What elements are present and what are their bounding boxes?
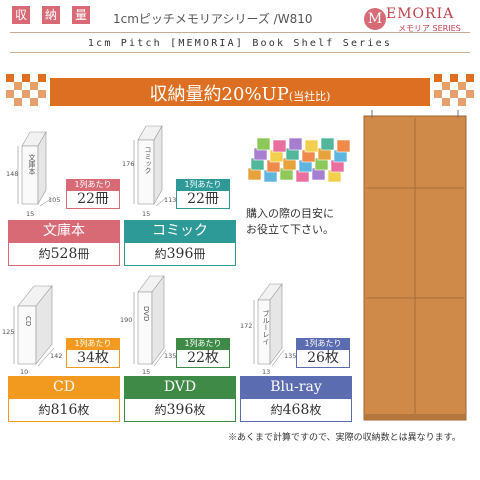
pile-book (304, 139, 319, 153)
header-divider-bottom (10, 52, 470, 53)
checker-square (442, 98, 450, 106)
header-title-char-2: 納 (42, 6, 60, 24)
cd-total: 約816枚 (8, 398, 120, 422)
cd-per-row-label: 1列あたり (66, 338, 120, 349)
header-title-char-3: 量 (72, 6, 90, 24)
cd-width: 142 (50, 352, 63, 360)
checker-square (450, 74, 458, 82)
cd-spine-label: CD (24, 316, 32, 327)
cd-illustration (17, 285, 53, 365)
bookshelf-illustration (363, 110, 467, 421)
bunkobon-total: 約528冊 (8, 242, 120, 266)
bluray-depth: 13 (262, 368, 271, 376)
checker-square (466, 90, 474, 98)
memoria-logo-sub: メモリア SERIES (398, 24, 461, 33)
purchase-advice: 購入の際の目安に お役立て下さい。 (246, 206, 334, 238)
bunkobon-height: 148 (6, 170, 19, 178)
calculation-note: ※あくまで計算ですので、実際の収納数とは異なります。 (228, 433, 461, 443)
checker-square (22, 90, 30, 98)
bluray-spine-label: ブルーレイ (262, 310, 270, 345)
checker-square (6, 90, 14, 98)
checker-square (466, 74, 474, 82)
checker-square (38, 74, 46, 82)
cd-depth: 10 (20, 368, 29, 376)
comic-per-row-label: 1列あたり (176, 179, 230, 190)
pile-book (288, 137, 303, 151)
comic-total: 約396冊 (124, 242, 236, 266)
series-name: 1cmピッチメモリアシリーズ /W810 (113, 12, 313, 26)
memoria-logo-text: EMORIA (386, 6, 455, 22)
dvd-illustration (137, 275, 165, 365)
comic-illustration (137, 124, 163, 206)
purchase-advice-line-1: 購入の際の目安に (246, 207, 334, 220)
dvd-height: 190 (120, 316, 133, 324)
bunkobon-width: 105 (48, 196, 61, 204)
purchase-advice-line-2: お役立て下さい。 (246, 223, 334, 236)
bunkobon-per-row-label: 1列あたり (66, 179, 120, 190)
pile-book (256, 137, 271, 151)
dvd-name: DVD (124, 376, 236, 398)
book-pile-illustration (247, 137, 351, 183)
bluray-height: 172 (240, 322, 253, 330)
capacity-banner (50, 78, 430, 106)
capacity-banner-text: 収納量約20%UP(当社比) (149, 84, 331, 105)
bunkobon-depth: 15 (26, 210, 35, 218)
bluray-illustration (257, 283, 283, 365)
pile-book (272, 139, 287, 153)
comic-spine-label: コミック (144, 146, 152, 174)
memoria-logo-mark: M (364, 8, 386, 30)
checker-square (14, 98, 22, 106)
dvd-spine-label: DVD (142, 306, 150, 322)
comic-width: 113 (164, 196, 177, 204)
bunkobon-illustration (21, 130, 47, 206)
pile-book (320, 137, 335, 151)
bluray-total: 約468枚 (240, 398, 352, 422)
dvd-per-row-label: 1列あたり (176, 338, 230, 349)
bluray-width: 135 (284, 352, 297, 360)
bluray-per-row-value: 26枚 (296, 349, 350, 368)
dvd-width: 135 (164, 352, 177, 360)
comic-name: コミック (124, 220, 236, 242)
checker-square (458, 98, 466, 106)
dimension-lines (13, 140, 285, 367)
cd-per-row-value: 34枚 (66, 349, 120, 368)
bluray-name: Blu-ray (240, 376, 352, 398)
header-subtitle: 1cm Pitch [MEMORIA] Book Shelf Series (87, 38, 393, 49)
cd-height: 125 (2, 328, 15, 336)
dvd-depth: 15 (142, 368, 151, 376)
dvd-total: 約396枚 (124, 398, 236, 422)
cd-name: CD (8, 376, 120, 398)
header-divider-top (10, 32, 470, 33)
checker-square (30, 82, 38, 90)
bunkobon-spine-label: 文庫本 (28, 154, 36, 175)
checker-square (442, 82, 450, 90)
comic-height: 176 (122, 160, 135, 168)
dvd-per-row-value: 22枚 (176, 349, 230, 368)
checker-square (14, 82, 22, 90)
comic-per-row-value: 22冊 (176, 190, 230, 209)
checker-square (22, 74, 30, 82)
checker-square (434, 74, 442, 82)
checker-square (434, 90, 442, 98)
bluray-per-row-label: 1列あたり (296, 338, 350, 349)
comic-depth: 15 (142, 210, 151, 218)
bunkobon-per-row-value: 22冊 (66, 190, 120, 209)
pile-book (336, 139, 351, 153)
checker-square (6, 74, 14, 82)
checker-square (38, 90, 46, 98)
checker-square (458, 82, 466, 90)
bunkobon-name: 文庫本 (8, 220, 120, 242)
checker-square (30, 98, 38, 106)
checker-square (450, 90, 458, 98)
header-title-char-1: 収 (12, 6, 30, 24)
